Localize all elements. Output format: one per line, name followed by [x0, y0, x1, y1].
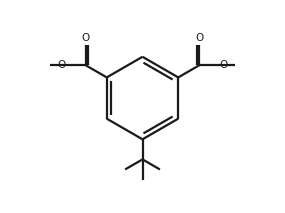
Text: O: O: [195, 33, 203, 43]
Text: O: O: [219, 60, 227, 70]
Text: O: O: [58, 60, 66, 70]
Text: O: O: [82, 33, 90, 43]
